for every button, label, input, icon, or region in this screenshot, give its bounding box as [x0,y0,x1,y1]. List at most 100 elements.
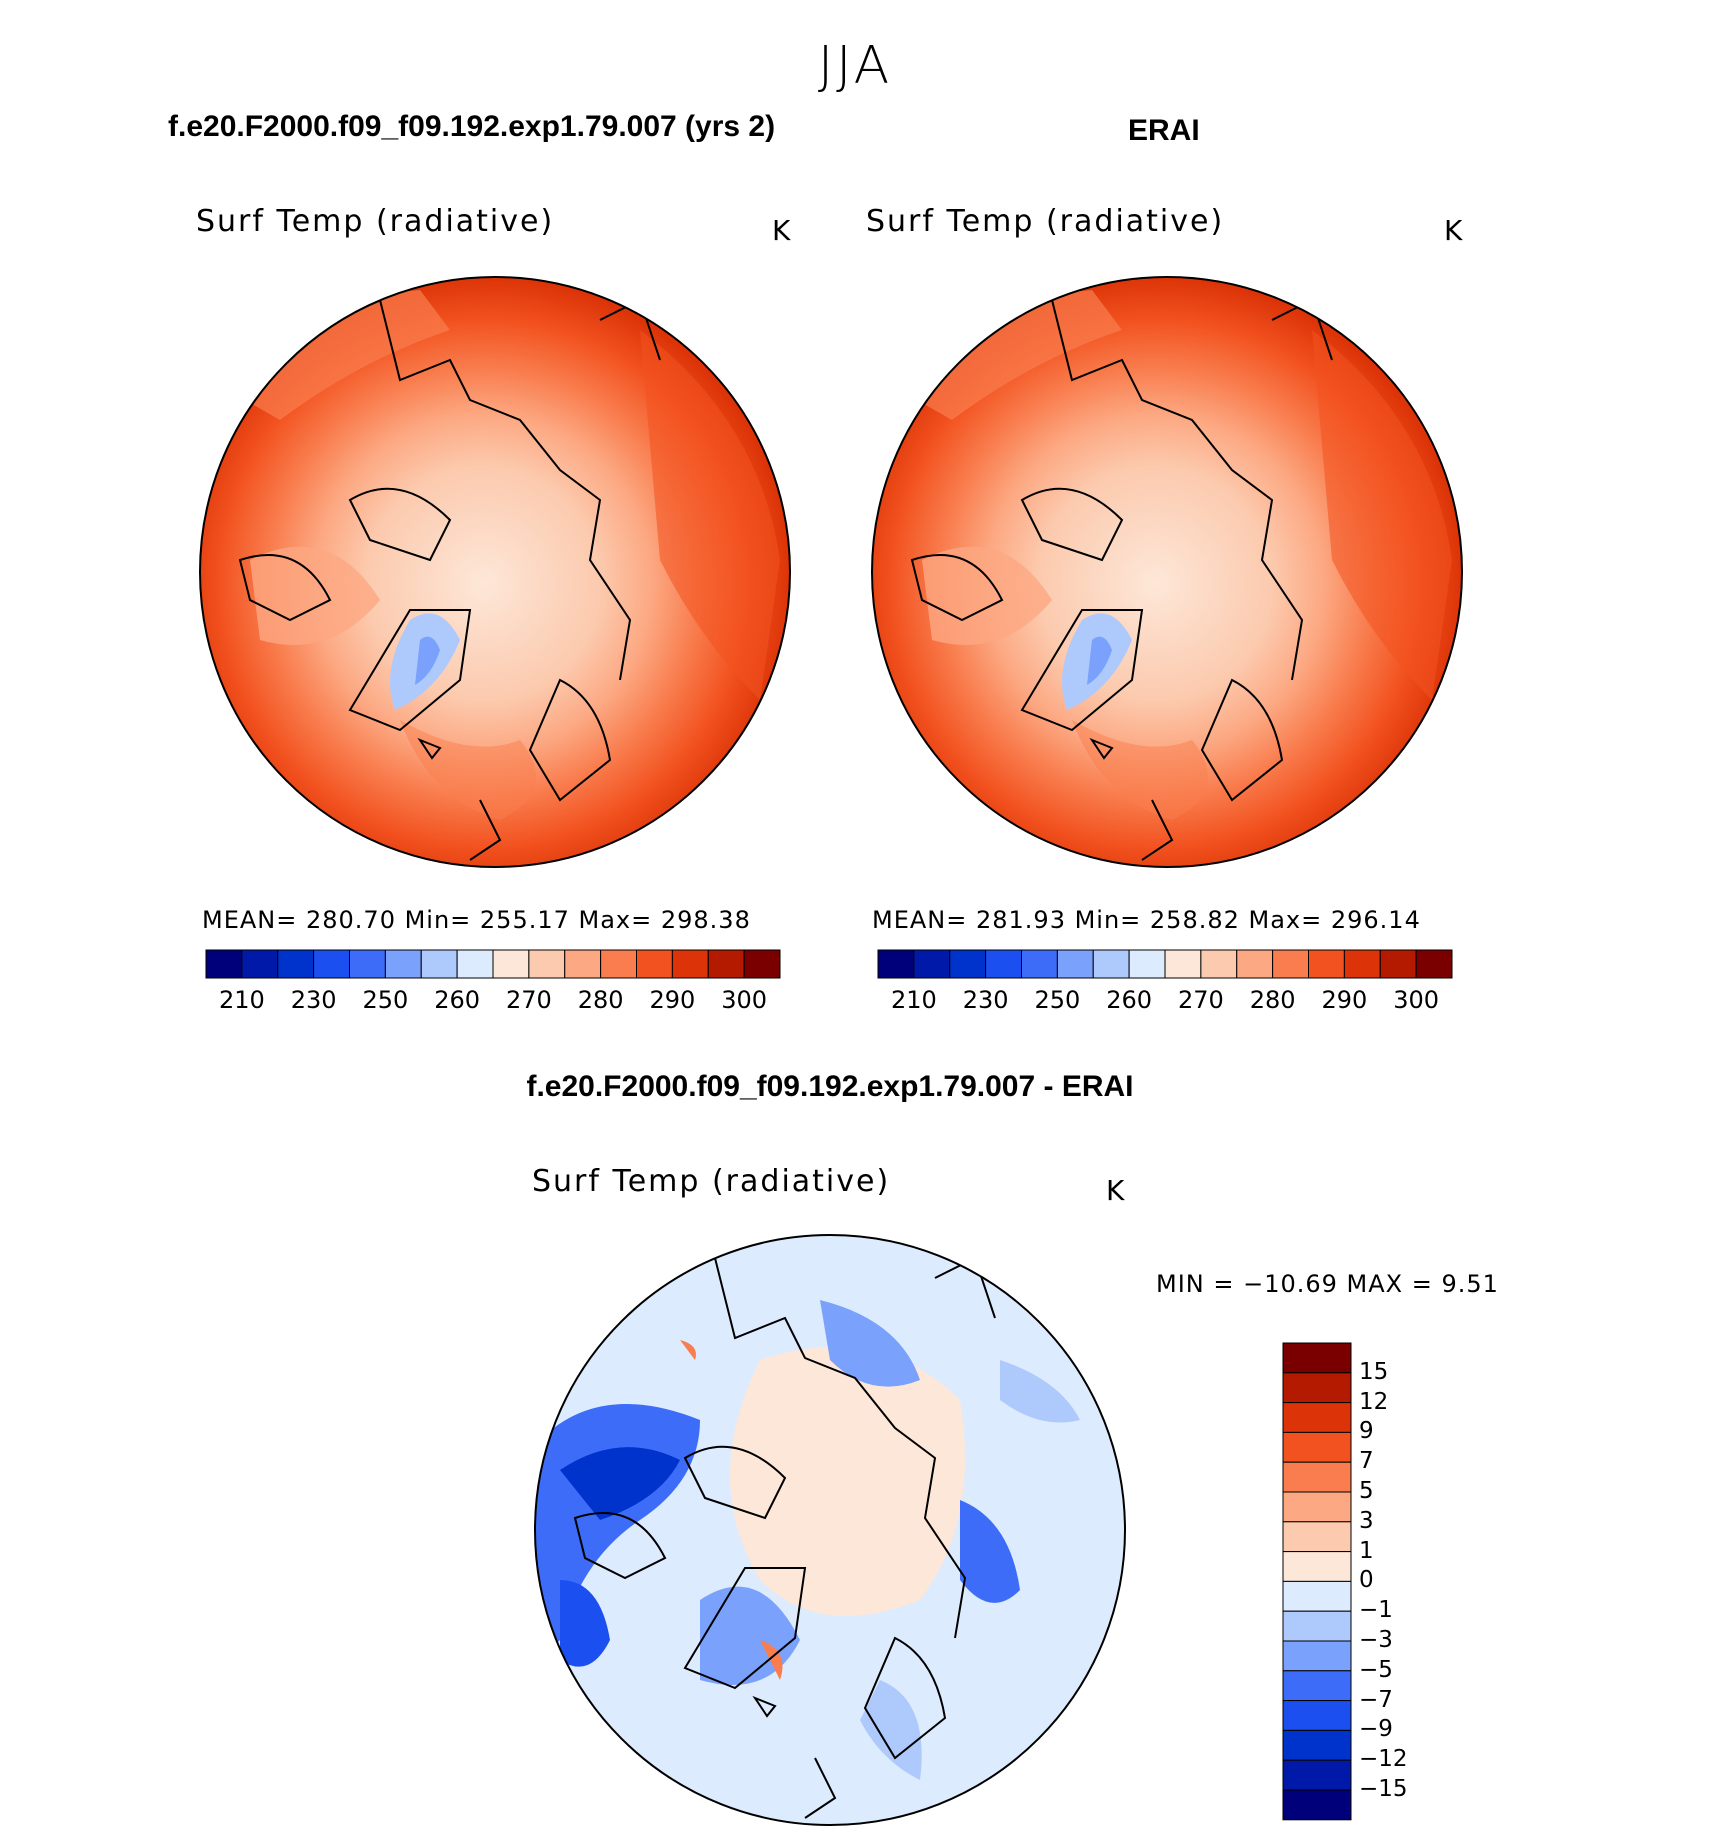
panel1-title: f.e20.F2000.f09_f09.192.exp1.79.007 (yrs… [168,110,776,143]
panel2-colorbar-tick-label: 230 [962,986,1009,1014]
diff-colorbar-tick-label: −5 [1359,1656,1393,1683]
panel1-colorbar [205,949,781,979]
panel2-colorbar-box [1236,949,1274,979]
panel1-colorbar-box [492,949,530,979]
diff-title: f.e20.F2000.f09_f09.192.exp1.79.007 - ER… [526,1070,1134,1103]
panel2-map-border [871,276,1463,868]
panel1-colorbar-box [205,949,243,979]
panel2-colorbar-box [1272,949,1309,979]
panel1-colorbar-box [743,949,781,979]
panel2-colorbar-box [1128,949,1166,979]
panel1-colorbar-box [456,949,494,979]
diff-colorbar-box [1282,1431,1352,1463]
panel2-map [871,276,1463,868]
panel1-map-border [199,276,791,868]
diff-colorbar-box [1282,1789,1352,1821]
panel2-colorbar-tick-label: 300 [1393,986,1440,1014]
panel2-colorbar-box [1200,949,1238,979]
panel1-map [199,276,791,868]
panel2-colorbar-box [913,949,951,979]
panel2-colorbar-box [1308,949,1345,979]
panel2-colorbar-box [1056,949,1094,979]
diff-colorbar-tick-label: 9 [1359,1418,1374,1445]
diff-colorbar-box [1282,1580,1352,1612]
panel1-colorbar-box [707,949,745,979]
diff-colorbar-tick-label: −7 [1359,1686,1393,1713]
diff-colorbar-tick-label: 1 [1359,1537,1374,1564]
panel1-colorbar-box [671,949,709,979]
diff-colorbar-tick-label: 5 [1359,1478,1374,1504]
diff-colorbar-box [1282,1610,1352,1642]
panel1-units: K [772,214,791,247]
diff-colorbar-tick-label: 3 [1359,1507,1374,1534]
panel2-colorbar-box [949,949,987,979]
diff-colorbar-box [1282,1700,1352,1731]
diff-colorbar-box [1282,1461,1352,1493]
season-title: JJA [817,36,893,96]
diff-colorbar [1282,1342,1352,1821]
panel1-coastlines [238,298,661,861]
panel2-colorbar-tick-label: 290 [1321,986,1368,1014]
panel1-colorbar-box [636,949,673,979]
diff-colorbar-box [1282,1521,1352,1553]
diff-colorbar-tick-label: −1 [1359,1597,1393,1624]
panel1-variable-label: Surf Temp (radiative) [196,204,555,239]
panel1-colorbar-tick-label: 260 [434,986,481,1014]
diff-colorbar-tick-label: 15 [1359,1358,1389,1385]
panel2-colorbar-box [1021,949,1058,979]
diff-colorbar-tick-label: −15 [1359,1776,1408,1802]
panel2-colorbar [877,949,1453,979]
panel2-variable-label: Surf Temp (radiative) [866,204,1225,239]
panel2-coastlines [910,298,1333,861]
panel1-colorbar-box [384,949,422,979]
diff-map-border [534,1234,1126,1826]
diff-colorbar-box [1282,1759,1352,1791]
panel2-title: ERAI [1128,114,1200,147]
panel2-colorbar-box [985,949,1022,979]
panel1-colorbar-box [241,949,279,979]
panel1-colorbar-tick-label: 300 [721,986,768,1014]
diff-colorbar-tick-label: 12 [1359,1388,1389,1415]
panel1-colorbar-box [313,949,350,979]
panel1-colorbar-tick-label: 270 [505,986,552,1014]
panel2-colorbar-box [1343,949,1381,979]
panel1-colorbar-box [420,949,458,979]
panel1-colorbar-box [528,949,566,979]
diff-colorbar-box [1282,1551,1352,1582]
panel2-colorbar-box [877,949,915,979]
diff-colorbar-box [1282,1372,1352,1404]
panel1-colorbar-tick-label: 250 [362,986,409,1014]
panel2-colorbar-tick-label: 280 [1249,986,1296,1014]
diff-stats: MIN = −10.69 MAX = 9.51 [1156,1270,1499,1298]
panel1-colorbar-tick-label: 280 [577,986,624,1014]
panel1-colorbar-box [564,949,602,979]
panel1-map-disc [200,277,790,867]
panel2-map-disc [872,277,1462,867]
panel1-colorbar-tick-label: 290 [649,986,696,1014]
panel2-colorbar-tick-label: 260 [1106,986,1153,1014]
panel2-colorbar-box [1164,949,1202,979]
diff-units: K [1106,1174,1125,1207]
panel2-colorbar-box [1415,949,1453,979]
panel2-colorbar-box [1379,949,1417,979]
panel1-colorbar-box [349,949,386,979]
panel2-colorbar-box [1092,949,1130,979]
diff-variable-label: Surf Temp (radiative) [532,1164,891,1199]
panel1-colorbar-box [277,949,315,979]
diff-colorbar-tick-label: 7 [1359,1448,1374,1475]
diff-colorbar-box [1282,1729,1352,1761]
panel2-colorbar-tick-label: 250 [1034,986,1081,1014]
panel2-units: K [1444,214,1463,247]
diff-colorbar-tick-label: −9 [1359,1716,1393,1743]
panel1-colorbar-tick-label: 230 [290,986,337,1014]
diff-colorbar-box [1282,1402,1352,1433]
diff-map [534,1234,1126,1826]
panel1-stats: MEAN= 280.70 Min= 255.17 Max= 298.38 [202,906,751,934]
panel2-stats: MEAN= 281.93 Min= 258.82 Max= 296.14 [872,906,1421,934]
diff-colorbar-box [1282,1640,1352,1672]
diff-colorbar-box [1282,1670,1352,1702]
diff-colorbar-tick-label: 0 [1359,1567,1374,1594]
diff-colorbar-tick-label: −12 [1359,1746,1408,1773]
diff-colorbar-box [1282,1342,1352,1374]
